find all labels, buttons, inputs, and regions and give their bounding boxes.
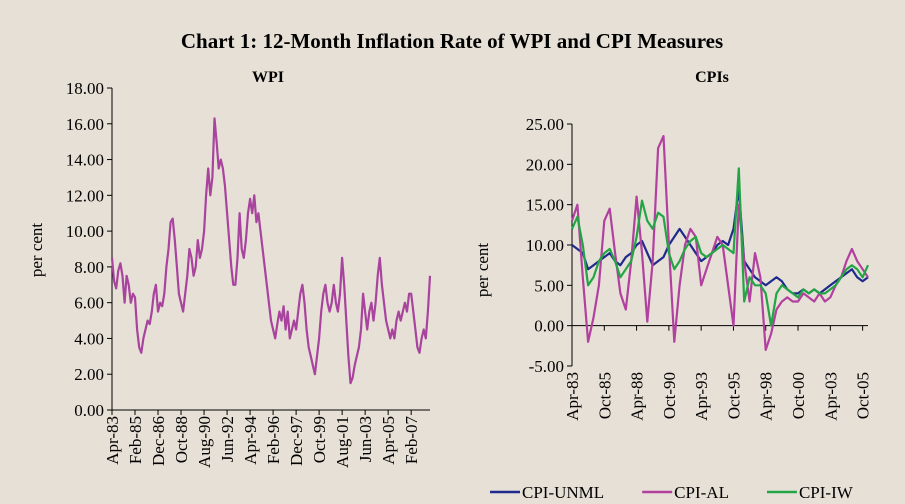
y-tick-label: 15.00 (526, 196, 564, 215)
y-tick-label: 0.00 (74, 401, 104, 420)
y-tick-label: 0.00 (534, 317, 564, 336)
x-tick-label: Apr-98 (757, 372, 776, 421)
x-tick-label: Oct-99 (310, 416, 329, 463)
legend-label: CPI-AL (674, 483, 729, 502)
chart-title: Chart 1: 12-Month Inflation Rate of WPI … (181, 29, 723, 53)
y-tick-label: 10.00 (66, 222, 104, 241)
x-tick-label: Apr-88 (628, 372, 647, 421)
x-tick-label: Apr-03 (821, 372, 840, 421)
data-line (110, 117, 432, 385)
x-tick-label: Apr-83 (563, 372, 582, 421)
y-tick-label: 8.00 (74, 258, 104, 277)
x-tick-label: Oct-90 (660, 372, 679, 419)
x-tick-label: Apr-93 (692, 372, 711, 421)
y-axis-label: per cent (27, 223, 46, 278)
x-tick-label: Oct-05 (854, 372, 873, 419)
x-tick-label: Aug-01 (333, 416, 352, 468)
subplot-title: WPI (252, 69, 284, 86)
x-tick-label: Feb-96 (264, 416, 283, 464)
subplot-title: CPIs (695, 69, 729, 86)
y-tick-label: 10.00 (526, 236, 564, 255)
x-tick-label: Jun-92 (218, 416, 237, 462)
x-tick-label: Oct-00 (789, 372, 808, 419)
data-line (570, 135, 869, 351)
x-tick-label: Feb-85 (126, 416, 145, 464)
x-tick-label: Oct-95 (724, 372, 743, 419)
x-tick-label: Oct-88 (172, 416, 191, 463)
y-tick-label: 2.00 (74, 365, 104, 384)
y-tick-label: 5.00 (534, 276, 564, 295)
x-tick-label: Dec-97 (287, 416, 306, 467)
y-tick-label: 4.00 (74, 329, 104, 348)
y-tick-label: 16.00 (66, 115, 104, 134)
y-tick-label: 14.00 (66, 151, 104, 170)
x-tick-label: Oct-85 (595, 372, 614, 419)
legend-label: CPI-UNML (522, 483, 604, 502)
y-tick-label: 20.00 (526, 155, 564, 174)
x-tick-label: Dec-86 (149, 416, 168, 466)
y-tick-label: 18.00 (66, 79, 104, 98)
y-tick-label: 6.00 (74, 294, 104, 313)
x-tick-label: Feb-07 (402, 416, 421, 465)
y-tick-label: 12.00 (66, 186, 104, 205)
x-tick-label: Apr-83 (103, 416, 122, 465)
x-tick-label: Jun-03 (356, 416, 375, 462)
legend-label: CPI-IW (799, 483, 854, 502)
x-tick-label: Aug-90 (195, 416, 214, 468)
y-axis-label: per cent (473, 243, 492, 298)
data-line (570, 167, 870, 327)
x-tick-label: Apr-05 (379, 416, 398, 465)
y-tick-label: 25.00 (526, 115, 564, 134)
y-tick-label: -5.00 (529, 357, 564, 376)
x-tick-label: Apr-94 (241, 416, 260, 465)
